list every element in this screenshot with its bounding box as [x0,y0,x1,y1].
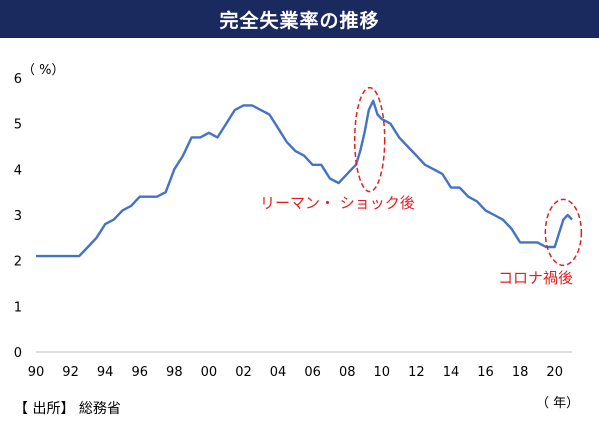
unemployment-rate-line [36,99,573,258]
y-tick-label: 6 [14,72,22,87]
title-banner: 完全失業率の推移 [0,0,599,38]
x-tick-label: 18 [512,365,529,380]
x-tick-label: 14 [443,365,460,380]
x-tick-label: 16 [477,365,494,380]
y-axis-unit: （ %） [22,63,65,78]
x-tick-label: 92 [62,365,79,380]
y-tick-label: 0 [14,346,22,361]
x-tick-label: 98 [166,365,183,380]
corona-highlight-ellipse [544,198,583,267]
x-tick-label: 00 [201,365,218,380]
y-tick-label: 4 [14,163,22,178]
chart-title: 完全失業率の推移 [219,9,380,32]
lehman-annotation: リーマン・ ショック後 [260,194,415,212]
x-tick-label: 94 [97,365,114,380]
lehman-highlight-ellipse [353,86,386,193]
corona-annotation: コロナ禍後 [498,269,573,287]
y-tick-label: 2 [14,255,22,270]
x-tick-label: 90 [28,365,45,380]
x-tick-label: 04 [270,365,287,380]
x-tick-label: 10 [374,365,391,380]
x-tick-label: 12 [408,365,425,380]
x-tick-label: 96 [131,365,148,380]
x-tick-label: 02 [235,365,252,380]
source-note: 【 出所】 総務省 [14,401,121,417]
x-axis-unit: （ 年） [536,396,580,411]
y-tick-label: 5 [14,118,22,133]
y-tick-label: 1 [14,300,22,315]
y-tick-label: 3 [14,209,22,224]
x-tick-label: 06 [304,365,321,380]
x-tick-label: 20 [546,365,563,380]
x-tick-label: 08 [339,365,356,380]
